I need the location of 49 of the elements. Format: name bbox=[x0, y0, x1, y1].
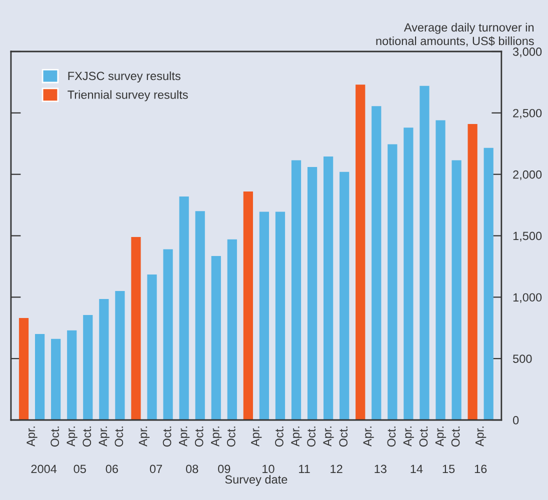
text: 07 bbox=[150, 464, 162, 474]
x-tick-label: Apr. bbox=[251, 426, 262, 447]
text: 12 bbox=[330, 464, 342, 473]
x-tick-label: Oct. bbox=[82, 426, 92, 447]
x-tick-label: Oct. bbox=[226, 426, 236, 447]
x-tick-label: Apr. bbox=[291, 426, 302, 447]
legend-label: Triennial survey results bbox=[68, 90, 188, 102]
text: 15 bbox=[442, 464, 455, 474]
text: 2004 bbox=[31, 464, 57, 474]
text: 06 bbox=[106, 464, 118, 474]
x-tick-label: Oct. bbox=[339, 426, 348, 447]
y-tick-label: 1,500 bbox=[513, 232, 542, 242]
x-tick-label: Apr. bbox=[178, 426, 190, 447]
x-tick-label: Oct. bbox=[451, 426, 460, 447]
x-tick-label: Oct. bbox=[50, 426, 60, 447]
y-tick-label: 2,000 bbox=[513, 170, 542, 180]
legend-label: FXJSC survey results bbox=[68, 71, 180, 82]
x-tick-label: Oct. bbox=[387, 426, 396, 447]
x-tick-label: Oct. bbox=[114, 426, 124, 447]
x-tick-label: Apr. bbox=[98, 426, 110, 447]
y-tick-label: 1,000 bbox=[513, 293, 542, 303]
y-tick-label: 2,500 bbox=[513, 108, 542, 119]
text: 10 bbox=[262, 464, 274, 474]
y-axis-title: Average daily turnover in notional amounts, US$ billions bbox=[376, 22, 534, 47]
x-tick-label: Apr. bbox=[363, 426, 374, 447]
text: 13 bbox=[374, 464, 386, 474]
x-tick-label: Oct. bbox=[194, 426, 204, 447]
x-tick-label: Oct. bbox=[162, 426, 172, 447]
x-tick-label: Apr. bbox=[476, 426, 486, 447]
x-axis-title: Survey date bbox=[225, 474, 288, 486]
x-tick-label: Apr. bbox=[403, 426, 414, 447]
text: 16 bbox=[474, 464, 487, 474]
x-tick-label: Oct. bbox=[307, 426, 316, 447]
y-tick-label: 3,000 bbox=[512, 48, 542, 58]
text: 14 bbox=[410, 464, 423, 473]
text: 09 bbox=[218, 464, 230, 474]
x-tick-label: Apr. bbox=[66, 426, 78, 447]
x-tick-label: Apr. bbox=[323, 426, 334, 447]
text: 05 bbox=[74, 464, 86, 474]
x-tick-label: Apr. bbox=[435, 426, 446, 447]
x-tick-label: Apr. bbox=[211, 426, 222, 447]
x-tick-label: Oct. bbox=[275, 426, 284, 447]
y-tick-label: 0 bbox=[512, 416, 519, 424]
x-tick-label: Apr. bbox=[26, 426, 38, 447]
text: 08 bbox=[186, 464, 198, 474]
x-tick-label: Oct. bbox=[419, 426, 428, 447]
y-tick-label: 500 bbox=[513, 354, 532, 363]
x-tick-label: Apr. bbox=[138, 426, 150, 447]
text: 11 bbox=[299, 464, 310, 473]
